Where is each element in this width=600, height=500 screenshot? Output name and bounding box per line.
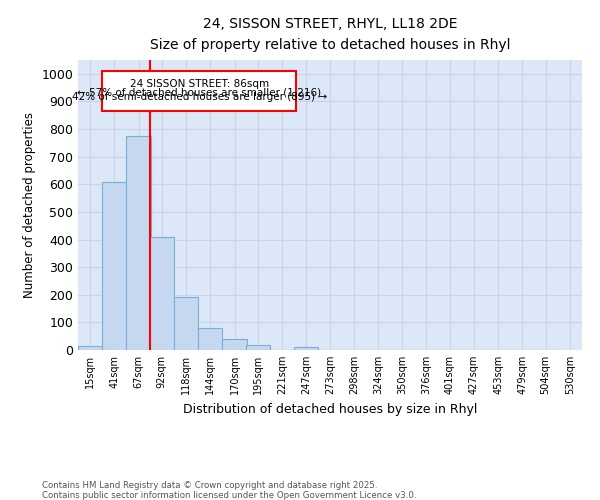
Text: Contains HM Land Registry data © Crown copyright and database right 2025.: Contains HM Land Registry data © Crown c… <box>42 480 377 490</box>
FancyBboxPatch shape <box>102 71 296 110</box>
Bar <box>223 339 247 350</box>
X-axis label: Distribution of detached houses by size in Rhyl: Distribution of detached houses by size … <box>183 402 477 415</box>
Bar <box>127 136 151 350</box>
Text: ← 57% of detached houses are smaller (1,216): ← 57% of detached houses are smaller (1,… <box>77 87 321 97</box>
Bar <box>150 237 174 350</box>
Text: Contains public sector information licensed under the Open Government Licence v3: Contains public sector information licen… <box>42 490 416 500</box>
Bar <box>245 345 270 350</box>
Text: 42% of semi-detached houses are larger (895) →: 42% of semi-detached houses are larger (… <box>71 92 326 102</box>
Title: 24, SISSON STREET, RHYL, LL18 2DE
Size of property relative to detached houses i: 24, SISSON STREET, RHYL, LL18 2DE Size o… <box>150 18 510 52</box>
Bar <box>174 296 198 350</box>
Bar <box>294 346 319 350</box>
Y-axis label: Number of detached properties: Number of detached properties <box>23 112 36 298</box>
Text: 24 SISSON STREET: 86sqm: 24 SISSON STREET: 86sqm <box>130 80 269 90</box>
Bar <box>102 182 127 350</box>
Bar <box>78 346 102 350</box>
Bar <box>198 328 223 350</box>
